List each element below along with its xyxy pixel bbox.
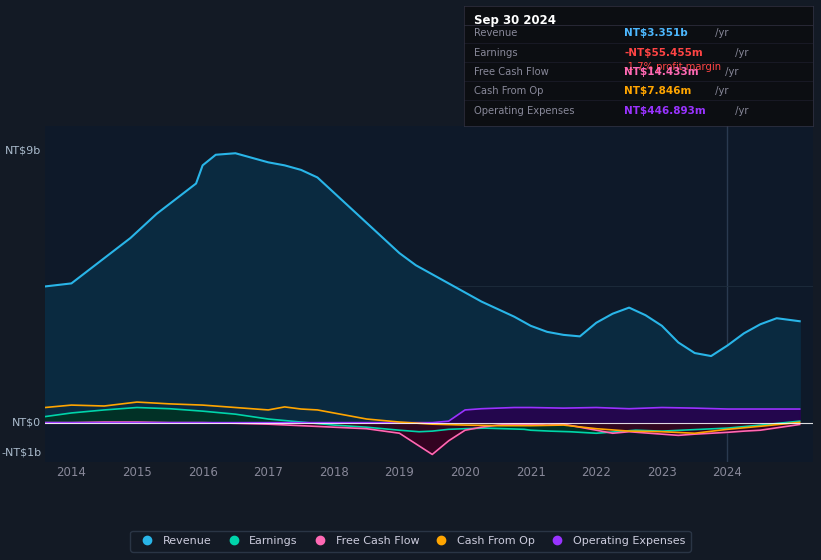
Text: /yr: /yr bbox=[713, 29, 729, 39]
Text: NT$3.351b: NT$3.351b bbox=[624, 29, 688, 39]
Text: Cash From Op: Cash From Op bbox=[475, 86, 544, 96]
Text: -1.7% profit margin: -1.7% profit margin bbox=[624, 62, 722, 72]
Text: /yr: /yr bbox=[732, 48, 748, 58]
Text: NT$0: NT$0 bbox=[12, 418, 41, 428]
Text: NT$14.433m: NT$14.433m bbox=[624, 67, 699, 77]
Text: Free Cash Flow: Free Cash Flow bbox=[475, 67, 549, 77]
Text: /yr: /yr bbox=[722, 67, 739, 77]
Text: -NT$55.455m: -NT$55.455m bbox=[624, 48, 703, 58]
Text: /yr: /yr bbox=[732, 105, 748, 115]
Text: /yr: /yr bbox=[713, 86, 729, 96]
Text: Operating Expenses: Operating Expenses bbox=[475, 105, 575, 115]
Text: NT$9b: NT$9b bbox=[5, 145, 41, 155]
Text: Earnings: Earnings bbox=[475, 48, 518, 58]
Text: NT$446.893m: NT$446.893m bbox=[624, 105, 706, 115]
Text: NT$7.846m: NT$7.846m bbox=[624, 86, 692, 96]
Legend: Revenue, Earnings, Free Cash Flow, Cash From Op, Operating Expenses: Revenue, Earnings, Free Cash Flow, Cash … bbox=[131, 530, 690, 552]
Text: Sep 30 2024: Sep 30 2024 bbox=[475, 14, 557, 27]
Text: Revenue: Revenue bbox=[475, 29, 518, 39]
Text: -NT$1b: -NT$1b bbox=[1, 448, 41, 458]
